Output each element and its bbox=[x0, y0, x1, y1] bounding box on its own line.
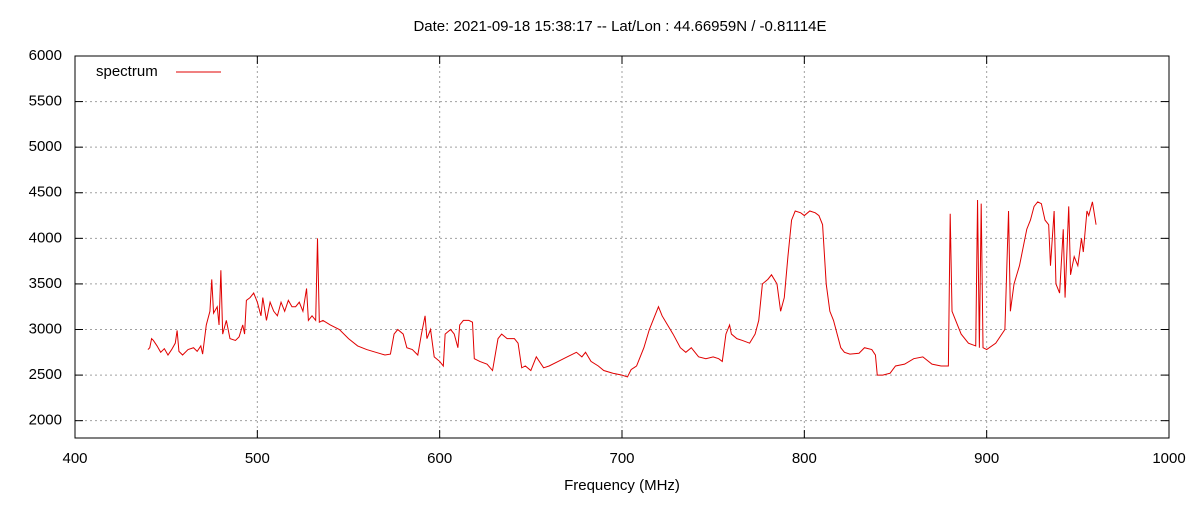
plot-frame bbox=[74, 55, 1170, 439]
legend-label: spectrum bbox=[96, 63, 158, 80]
x-tick-label: 400 bbox=[62, 450, 87, 467]
y-tick-label: 2500 bbox=[29, 366, 62, 383]
x-tick-label: 700 bbox=[609, 450, 634, 467]
y-tick-label: 3000 bbox=[29, 320, 62, 337]
x-tick-label: 600 bbox=[427, 450, 452, 467]
y-tick-label: 4500 bbox=[29, 184, 62, 201]
y-tick-label: 5000 bbox=[29, 138, 62, 155]
y-tick-label: 6000 bbox=[29, 47, 62, 64]
x-axis-label: Frequency (MHz) bbox=[564, 477, 680, 494]
spectrum-line bbox=[147, 200, 1097, 378]
y-tick-label: 2000 bbox=[29, 412, 62, 429]
x-tick-label: 500 bbox=[245, 450, 270, 467]
x-tick-label: 800 bbox=[792, 450, 817, 467]
y-tick-label: 4000 bbox=[29, 229, 62, 246]
x-tick-label: 900 bbox=[974, 450, 999, 467]
y-tick-label: 3500 bbox=[29, 275, 62, 292]
y-tick-label: 5500 bbox=[29, 93, 62, 110]
x-tick-label: 1000 bbox=[1152, 450, 1185, 467]
chart-title: Date: 2021-09-18 15:38:17 -- Lat/Lon : 4… bbox=[413, 18, 826, 35]
